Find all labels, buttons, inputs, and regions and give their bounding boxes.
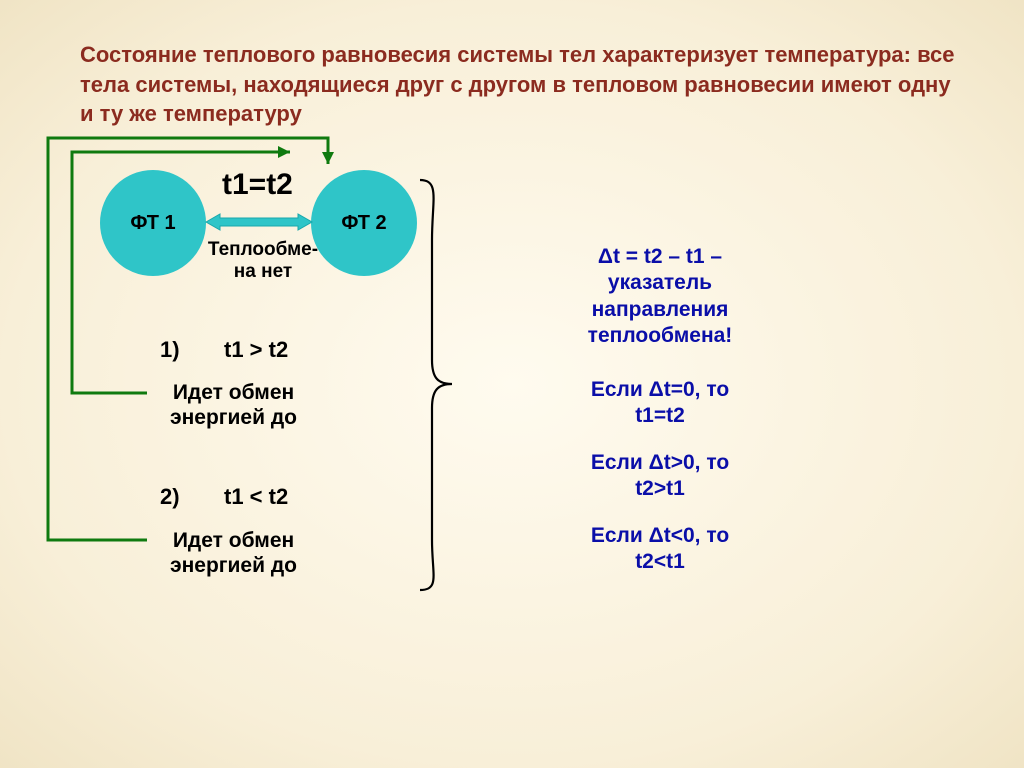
case2-text: Идет обмен энергией до bbox=[151, 528, 316, 578]
no-exchange-label: Теплообме- на нет bbox=[193, 239, 333, 283]
case1-text-l1: Идет обмен bbox=[173, 381, 294, 404]
case2-cond: t1 < t2 bbox=[224, 484, 288, 510]
no-exchange-l2: на нет bbox=[234, 261, 292, 282]
case1-text-l2: энергией до bbox=[170, 406, 297, 429]
r2-l1: Если Δt=0, то bbox=[591, 378, 729, 401]
r3-l1: Если Δt>0, то bbox=[591, 451, 729, 474]
r3-l2: t2>t1 bbox=[635, 477, 685, 500]
r1-l4: теплообмена! bbox=[588, 324, 733, 347]
case1-cond: t1 > t2 bbox=[224, 337, 288, 363]
delta-t-positive: Если Δt>0, то t2>t1 bbox=[560, 450, 760, 503]
case1-text: Идет обмен энергией до bbox=[151, 380, 316, 430]
delta-t-definition: Δt = t2 – t1 – указатель направления теп… bbox=[560, 244, 760, 349]
r4-l1: Если Δt<0, то bbox=[591, 524, 729, 547]
r1-l2: указатель bbox=[608, 271, 712, 294]
delta-t-negative: Если Δt<0, то t2<t1 bbox=[560, 523, 760, 576]
case1-num: 1) bbox=[160, 337, 180, 363]
r4-l2: t2<t1 bbox=[635, 550, 685, 573]
r1-l3: направления bbox=[592, 298, 729, 321]
node-ft1-label: ФТ 1 bbox=[130, 212, 175, 235]
double-arrow-icon bbox=[206, 214, 312, 230]
brace-icon bbox=[420, 180, 452, 590]
no-exchange-l1: Теплообме- bbox=[208, 239, 318, 260]
equation-label: t1=t2 bbox=[222, 168, 293, 202]
case2-text-l2: энергией до bbox=[170, 554, 297, 577]
r1-l1: Δt = t2 – t1 – bbox=[598, 245, 722, 268]
slide-title: Состояние теплового равновесия системы т… bbox=[80, 40, 964, 129]
node-ft1: ФТ 1 bbox=[100, 170, 206, 276]
case2-num: 2) bbox=[160, 484, 180, 510]
delta-t-zero: Если Δt=0, то t1=t2 bbox=[560, 377, 760, 430]
case2-text-l1: Идет обмен bbox=[173, 529, 294, 552]
node-ft2-label: ФТ 2 bbox=[341, 212, 386, 235]
r2-l2: t1=t2 bbox=[635, 404, 685, 427]
